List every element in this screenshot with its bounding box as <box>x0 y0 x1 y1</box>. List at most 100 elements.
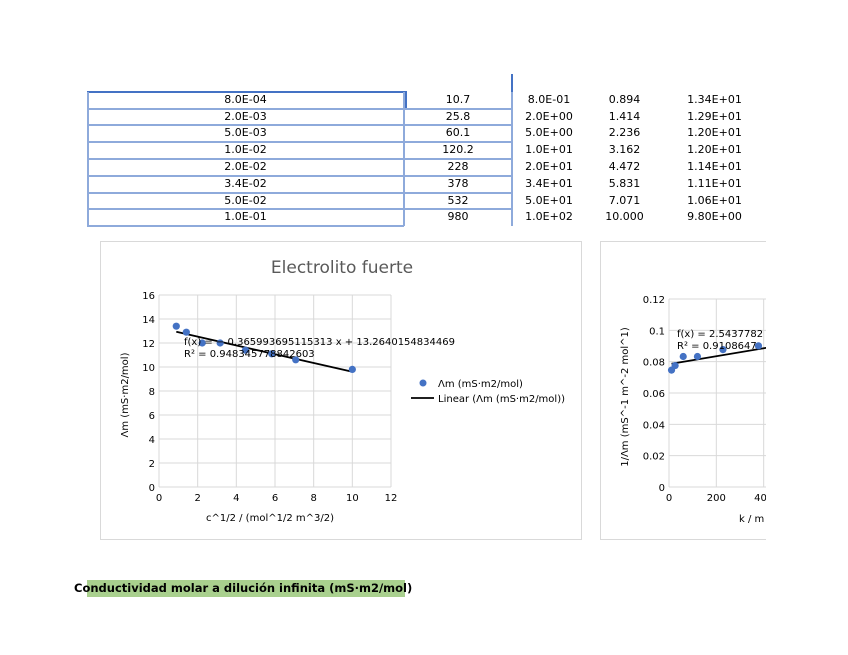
data-point <box>679 352 687 361</box>
trendline-r2: R² = 0.948345778842603 <box>184 349 315 360</box>
cell-sqrt[interactable]: 10.000 <box>605 210 644 223</box>
data-point <box>268 350 276 358</box>
chart2-y-tick-labels: 0 0.02 0.04 0.06 0.08 0.1 0.12 <box>643 295 665 494</box>
data-point <box>241 346 250 354</box>
cell-value[interactable]: 8.0E-01 <box>527 93 571 106</box>
y-tick-label: 10 <box>142 363 155 374</box>
chart2-svg: 00.020.040.060.080.10.12 02004006 f(x) =… <box>620 295 766 525</box>
cell-concentration[interactable]: 8.0E-04 <box>224 93 267 106</box>
cell-molar-conductivity[interactable]: 1.20E+01 <box>687 143 742 156</box>
cell-molar-conductivity[interactable]: 1.29E+01 <box>687 110 742 123</box>
x-tick-label: 0 <box>666 493 672 504</box>
legend-series-label: Λm (mS·m2/mol) <box>438 379 523 390</box>
cell-value[interactable]: 1.0E+01 <box>525 143 573 156</box>
cell-sqrt[interactable]: 4.472 <box>608 160 641 173</box>
chart1-x-tick-labels: 0 2 4 6 8 10 12 <box>156 493 398 504</box>
table-border-h <box>87 158 512 160</box>
chart-electrolito-fuerte[interactable]: Electrolito fuerte 0 2 4 6 8 10 12 14 16 0 2 4 6 8 10… <box>100 241 582 540</box>
cell-concentration[interactable]: 2.0E-02 <box>224 160 267 173</box>
cell-molar-conductivity[interactable]: 1.06E+01 <box>687 194 742 207</box>
table-border-h <box>87 208 512 210</box>
cell-sqrt[interactable]: 2.236 <box>608 126 641 139</box>
x-tick-label: 6 <box>272 493 278 504</box>
y-tick-label: 0 <box>659 483 665 494</box>
cell-value[interactable]: 2.0E+01 <box>525 160 573 173</box>
chart-inverse-conductivity[interactable]: 00.020.040.060.080.10.12 02004006 f(x) =… <box>600 241 766 540</box>
cell-sqrt[interactable]: 5.831 <box>608 177 641 190</box>
y-tick-label: 16 <box>142 291 155 302</box>
cell-conductivity[interactable]: 532 <box>447 194 469 207</box>
cell-conductivity[interactable]: 228 <box>447 160 469 173</box>
data-point <box>348 365 356 373</box>
y-axis-label: 1/Λm (mS^-1 m^-2 mol^1) <box>620 327 631 467</box>
chart1-y-tick-labels: 0 2 4 6 8 10 12 14 16 <box>142 291 155 494</box>
chart-title: Electrolito fuerte <box>271 258 413 278</box>
y-tick-label: 12 <box>142 339 155 350</box>
table-vertical-divider-top <box>511 74 513 93</box>
cell-value[interactable]: 2.0E+00 <box>525 110 573 123</box>
x-axis-label: c^1/2 / (mol^1/2 m^3/2) <box>206 513 334 524</box>
table-border-h <box>87 141 512 143</box>
x-tick-label: 0 <box>156 493 162 504</box>
cell-value[interactable]: 1.0E+02 <box>525 210 573 223</box>
table-border-v <box>511 92 513 226</box>
table-border-h <box>87 192 512 194</box>
cell-molar-conductivity[interactable]: 1.34E+01 <box>687 93 742 106</box>
table-border-v <box>87 92 89 226</box>
cell-conductivity[interactable]: 60.1 <box>445 126 471 139</box>
x-tick-label: 2 <box>194 493 200 504</box>
cell-molar-conductivity[interactable]: 9.80E+00 <box>687 210 742 223</box>
data-point <box>292 356 300 364</box>
cell-value[interactable]: 5.0E+01 <box>525 194 573 207</box>
y-tick-label: 0 <box>149 483 155 494</box>
x-tick-label: 200 <box>707 493 726 504</box>
cell-concentration[interactable]: 1.0E-01 <box>224 210 267 223</box>
chart1-svg: Electrolito fuerte 0 2 4 6 8 10 12 14 16 0 2 4 6 8 10… <box>120 258 565 524</box>
x-tick-label: 10 <box>346 493 359 504</box>
chart1-gridlines <box>158 294 392 488</box>
cell-sqrt[interactable]: 7.071 <box>608 194 641 207</box>
cell-conductivity[interactable]: 980 <box>447 210 469 223</box>
data-point <box>198 339 206 347</box>
cell-concentration[interactable]: 5.0E-02 <box>224 194 267 207</box>
table-border-h <box>87 175 512 177</box>
table-border-h <box>87 108 512 110</box>
cell-molar-conductivity[interactable]: 1.14E+01 <box>687 160 742 173</box>
data-point <box>182 328 190 336</box>
y-tick-label: 8 <box>149 387 155 398</box>
y-axis-label: Λm (mS·m2/mol) <box>120 352 131 437</box>
cell-concentration[interactable]: 2.0E-03 <box>224 110 267 123</box>
cell-molar-conductivity[interactable]: 1.11E+01 <box>687 177 742 190</box>
cell-conductivity[interactable]: 120.2 <box>442 143 474 156</box>
x-tick-label: 12 <box>385 493 398 504</box>
trendline-equation: f(x) = − 0.365993695115313 x + 13.264015… <box>184 337 455 348</box>
data-point <box>671 361 679 370</box>
cell-molar-conductivity[interactable]: 1.20E+01 <box>687 126 742 139</box>
cell-sqrt[interactable]: 3.162 <box>608 143 641 156</box>
y-tick-label: 0.06 <box>643 389 665 400</box>
x-tick-label: 4 <box>233 493 239 504</box>
y-tick-label: 0.04 <box>643 420 665 431</box>
cell-conductivity[interactable]: 378 <box>447 177 469 190</box>
trendline <box>176 330 353 373</box>
cell-value[interactable]: 5.0E+00 <box>525 126 573 139</box>
x-tick-label: 400 <box>754 493 766 504</box>
y-tick-label: 0.02 <box>643 452 665 463</box>
y-tick-label: 2 <box>149 459 155 470</box>
cell-concentration[interactable]: 1.0E-02 <box>224 143 267 156</box>
chart2-x-tick-labels: 02004006 <box>666 493 766 504</box>
cell-value[interactable]: 3.4E+01 <box>525 177 573 190</box>
cell-sqrt[interactable]: 0.894 <box>608 93 641 106</box>
cell-concentration[interactable]: 3.4E-02 <box>224 177 267 190</box>
cell-concentration[interactable]: 5.0E-03 <box>224 126 267 139</box>
cell-conductivity[interactable]: 25.8 <box>445 110 471 123</box>
chart-2-clip: 00.020.040.060.080.10.12 02004006 f(x) =… <box>600 241 766 540</box>
legend-trendline-label: Linear (Λm (mS·m2/mol)) <box>438 394 565 405</box>
data-point <box>693 352 702 361</box>
chart2-gridlines <box>668 298 766 488</box>
cell-conductivity[interactable]: 10.7 <box>445 93 471 106</box>
y-tick-label: 0.08 <box>643 358 665 369</box>
highlighted-cell[interactable] <box>87 580 405 597</box>
cell-sqrt[interactable]: 1.414 <box>608 110 641 123</box>
